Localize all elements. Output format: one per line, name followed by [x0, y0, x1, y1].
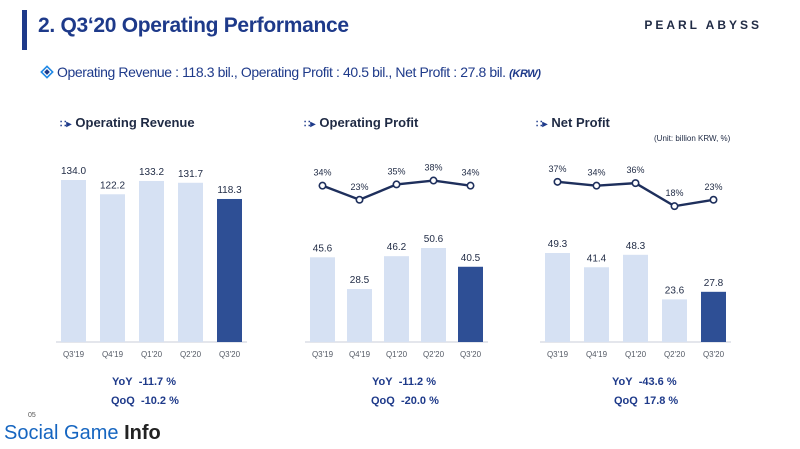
bar — [347, 289, 372, 342]
bar-value-label: 131.7 — [178, 169, 203, 180]
margin-label: 18% — [665, 188, 683, 198]
page-title: 2. Q3‘20 Operating Performance — [38, 14, 349, 37]
x-tick-label: Q4'19 — [102, 350, 124, 359]
revenue-qoq: QoQ -10.2 % — [111, 395, 179, 407]
x-tick-label: Q2'20 — [423, 350, 445, 359]
x-tick-label: Q3'20 — [460, 350, 482, 359]
net-profit-yoy: YoY -43.6 % — [612, 376, 677, 388]
margin-label: 37% — [548, 164, 566, 174]
bar — [384, 256, 409, 342]
margin-point — [318, 181, 327, 190]
margin-point — [355, 195, 364, 204]
bar — [662, 299, 687, 342]
bar-value-label: 49.3 — [548, 239, 568, 250]
title-accent-bar — [22, 10, 27, 50]
panel-title-operating-profit: ∷▸ Operating Profit — [304, 115, 419, 130]
bar — [178, 182, 203, 342]
x-tick-label: Q3'20 — [703, 350, 725, 359]
bar-value-label: 133.2 — [139, 167, 164, 178]
x-tick-label: Q4'19 — [349, 350, 371, 359]
bar-value-label: 23.6 — [665, 285, 685, 296]
x-tick-label: Q1'20 — [141, 350, 163, 359]
operating-profit-yoy: YoY -11.2 % — [372, 376, 437, 388]
margin-point — [592, 181, 601, 190]
bar — [217, 198, 242, 342]
bar-value-label: 48.3 — [626, 241, 646, 252]
margin-point — [429, 176, 438, 185]
bar — [623, 254, 648, 342]
margin-point — [670, 202, 679, 211]
margin-label: 34% — [461, 168, 479, 178]
diamond-bullet-icon — [40, 65, 54, 79]
arrow-bullet-icon: ∷▸ — [304, 119, 316, 130]
margin-label: 35% — [387, 166, 405, 176]
bar — [310, 257, 335, 342]
net-profit-qoq: QoQ 17.8 % — [614, 395, 679, 407]
bar-value-label: 46.2 — [387, 242, 407, 253]
bar-value-label: 122.2 — [100, 180, 125, 191]
bar — [100, 194, 125, 342]
x-tick-label: Q4'19 — [586, 350, 608, 359]
x-tick-label: Q2'20 — [180, 350, 202, 359]
margin-point — [466, 181, 475, 190]
bar-value-label: 41.4 — [587, 253, 607, 264]
bar-value-label: 118.3 — [217, 185, 242, 196]
x-tick-label: Q3'20 — [219, 350, 241, 359]
margin-label: 34% — [587, 168, 605, 178]
margin-label: 34% — [313, 168, 331, 178]
bar-value-label: 50.6 — [424, 234, 444, 245]
margin-point — [392, 180, 401, 189]
operating-profit-qoq: QoQ -20.0 % — [371, 395, 439, 407]
arrow-bullet-icon: ∷▸ — [536, 119, 548, 130]
margin-label: 36% — [626, 165, 644, 175]
bar — [545, 253, 570, 342]
x-tick-label: Q1'20 — [625, 350, 647, 359]
margin-label: 38% — [424, 163, 442, 173]
x-tick-label: Q3'19 — [63, 350, 85, 359]
margin-point — [553, 177, 562, 186]
bar — [458, 266, 483, 342]
brand-logo: PEARL ABYSS — [644, 18, 762, 32]
margin-label: 23% — [350, 182, 368, 192]
margin-point — [709, 195, 718, 204]
unit-note: (Unit: billion KRW, %) — [654, 134, 731, 143]
summary-text: Operating Revenue : 118.3 bil., Operatin… — [57, 64, 506, 80]
x-tick-label: Q3'19 — [547, 350, 569, 359]
x-tick-label: Q3'19 — [312, 350, 334, 359]
panel-title-net-profit: ∷▸ Net Profit — [536, 115, 610, 130]
bar-value-label: 45.6 — [313, 243, 333, 254]
bar — [139, 180, 164, 342]
summary-line: Operating Revenue : 118.3 bil., Operatin… — [40, 64, 541, 80]
arrow-bullet-icon: ∷▸ — [60, 119, 72, 130]
bar — [421, 248, 446, 342]
margin-label: 23% — [704, 182, 722, 192]
bar — [61, 180, 86, 342]
revenue-yoy: YoY -11.7 % — [112, 376, 177, 388]
x-tick-label: Q2'20 — [664, 350, 686, 359]
bar-value-label: 27.8 — [704, 278, 724, 289]
bar-value-label: 28.5 — [350, 275, 370, 286]
x-tick-label: Q1'20 — [386, 350, 408, 359]
bar-value-label: 134.0 — [61, 166, 86, 177]
bar-value-label: 40.5 — [461, 253, 481, 264]
bar — [701, 291, 726, 342]
panel-title-revenue: ∷▸ Operating Revenue — [60, 115, 195, 130]
summary-unit: (KRW) — [509, 68, 541, 80]
bar — [584, 267, 609, 342]
margin-point — [631, 179, 640, 188]
watermark-logo: 05 Social Game Info — [4, 412, 161, 444]
